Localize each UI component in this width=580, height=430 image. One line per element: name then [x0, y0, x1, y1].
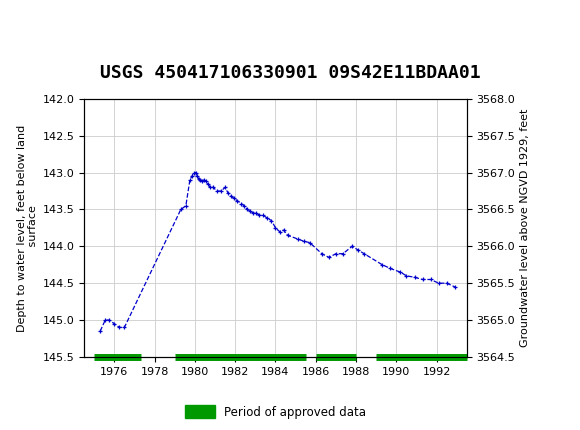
Text: ▒USGS: ▒USGS — [9, 10, 78, 28]
Y-axis label: Groundwater level above NGVD 1929, feet: Groundwater level above NGVD 1929, feet — [520, 109, 530, 347]
Text: USGS 450417106330901 09S42E11BDAA01: USGS 450417106330901 09S42E11BDAA01 — [100, 64, 480, 82]
Y-axis label: Depth to water level, feet below land
 surface: Depth to water level, feet below land su… — [17, 124, 38, 332]
Legend: Period of approved data: Period of approved data — [180, 401, 371, 423]
